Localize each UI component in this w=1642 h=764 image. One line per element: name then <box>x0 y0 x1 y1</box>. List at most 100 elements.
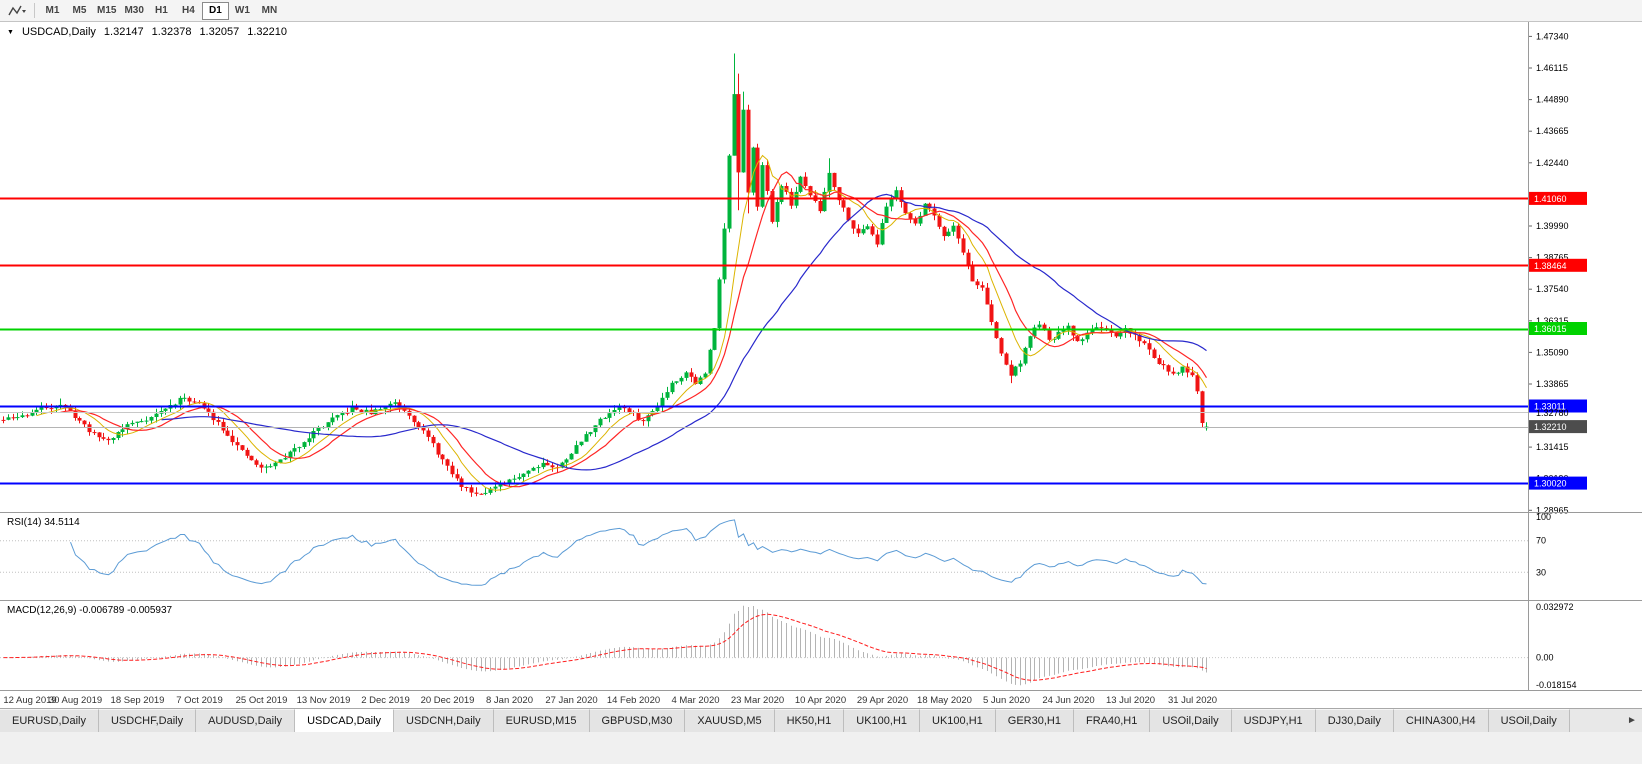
svg-text:30: 30 <box>1536 567 1546 577</box>
tab-scroll-right-icon[interactable]: ► <box>1624 714 1640 728</box>
period-button-mn[interactable]: MN <box>256 2 283 20</box>
svg-text:1.47340: 1.47340 <box>1536 31 1569 41</box>
period-button-m30[interactable]: M30 <box>120 2 147 20</box>
svg-text:1.30020: 1.30020 <box>1534 479 1567 489</box>
svg-text:100: 100 <box>1536 512 1551 522</box>
svg-text:70: 70 <box>1536 536 1546 546</box>
svg-text:1.36015: 1.36015 <box>1534 324 1567 334</box>
candles <box>1 53 1209 497</box>
svg-text:1.41060: 1.41060 <box>1534 194 1567 204</box>
svg-text:1.32780: 1.32780 <box>1536 408 1569 418</box>
svg-text:1.38464: 1.38464 <box>1534 261 1567 271</box>
chart-title: ▼ USDCAD,Daily 1.32147 1.32378 1.32057 1… <box>7 26 287 38</box>
chart-tab-ger30-h1[interactable]: GER30,H1 <box>995 709 1074 732</box>
svg-text:12 Aug 2019: 12 Aug 2019 <box>3 695 56 706</box>
rsi-label: RSI(14) 34.5114 <box>7 517 80 528</box>
chart-tab-usdjpy-h1[interactable]: USDJPY,H1 <box>1231 709 1316 732</box>
period-button-m15[interactable]: M15 <box>93 2 120 20</box>
macd-signal-line <box>3 613 1207 681</box>
chart-tab-usdcad-daily[interactable]: USDCAD,Daily <box>295 709 395 732</box>
chart-tab-usoil-daily[interactable]: USOil,Daily <box>1488 709 1570 732</box>
ohlc-high: 1.32378 <box>151 26 192 38</box>
macd-histogram <box>8 605 1207 686</box>
ohlc-low: 1.32057 <box>199 26 240 38</box>
timeframe-toolbar: M1 M5 M15 M30 H1 H4 D1 W1 MN <box>0 0 1642 22</box>
chart-window[interactable]: 1.47340 1.46115 1.44890 1.43665 1.42440 1.399… <box>0 22 1642 708</box>
chart-tab-fra40-h1[interactable]: FRA40,H1 <box>1073 709 1151 732</box>
svg-text:8 Jan 2020: 8 Jan 2020 <box>486 695 533 706</box>
svg-text:2 Dec 2019: 2 Dec 2019 <box>361 695 410 706</box>
svg-text:1.46115: 1.46115 <box>1536 63 1568 73</box>
svg-text:18 May 2020: 18 May 2020 <box>917 695 972 706</box>
svg-text:24 Jun 2020: 24 Jun 2020 <box>1042 695 1094 706</box>
period-button-m5[interactable]: M5 <box>66 2 93 20</box>
svg-text:1.33011: 1.33011 <box>1534 402 1566 412</box>
chart-tab-usdchf-daily[interactable]: USDCHF,Daily <box>98 709 197 732</box>
line-chart-icon <box>8 5 26 15</box>
svg-text:1.28965: 1.28965 <box>1536 505 1569 515</box>
period-button-d1[interactable]: D1 <box>201 1 229 20</box>
svg-text:0.00: 0.00 <box>1536 653 1554 663</box>
svg-text:1.31415: 1.31415 <box>1536 442 1569 452</box>
ohlc-open: 1.32147 <box>103 26 144 38</box>
chart-tab-xauusd-m5[interactable]: XAUUSD,M5 <box>685 709 775 732</box>
svg-text:30 Aug 2019: 30 Aug 2019 <box>49 695 102 706</box>
svg-text:-0.018154: -0.018154 <box>1536 680 1577 690</box>
macd-label: MACD(12,26,9) -0.006789 -0.005937 <box>7 605 173 616</box>
svg-text:1.42440: 1.42440 <box>1536 158 1569 168</box>
svg-text:18 Sep 2019: 18 Sep 2019 <box>111 695 165 706</box>
chart-tab-gbpusd-m30[interactable]: GBPUSD,M30 <box>589 709 686 732</box>
chart-tab-uk100-h1[interactable]: UK100,H1 <box>920 709 996 732</box>
svg-text:1.38765: 1.38765 <box>1536 253 1569 263</box>
chart-canvas[interactable]: 1.47340 1.46115 1.44890 1.43665 1.42440 1.399… <box>0 22 1642 708</box>
chart-tab-dj30-daily[interactable]: DJ30,Daily <box>1315 709 1394 732</box>
svg-text:25 Oct 2019: 25 Oct 2019 <box>236 695 288 706</box>
svg-text:4 Mar 2020: 4 Mar 2020 <box>671 695 719 706</box>
ma-line-8 <box>36 154 1207 491</box>
svg-text:1.43665: 1.43665 <box>1536 126 1569 136</box>
svg-text:27 Jan 2020: 27 Jan 2020 <box>545 695 597 706</box>
period-button-w1[interactable]: W1 <box>229 2 256 20</box>
ohlc-close: 1.32210 <box>247 26 287 38</box>
chart-tab-audusd-daily[interactable]: AUDUSD,Daily <box>196 709 296 732</box>
chart-tab-uk100-h1[interactable]: UK100,H1 <box>844 709 921 732</box>
svg-text:31 Jul 2020: 31 Jul 2020 <box>1168 695 1217 706</box>
svg-text:10 Apr 2020: 10 Apr 2020 <box>795 695 846 706</box>
svg-text:1.33865: 1.33865 <box>1536 379 1569 389</box>
svg-text:1.35090: 1.35090 <box>1536 347 1569 357</box>
status-strip <box>0 732 1642 764</box>
price-scale: 1.47340 1.46115 1.44890 1.43665 1.42440 1.399… <box>1528 31 1587 690</box>
chart-tab-eurusd-m15[interactable]: EURUSD,M15 <box>493 709 590 732</box>
svg-text:1.39990: 1.39990 <box>1536 221 1569 231</box>
svg-text:14 Feb 2020: 14 Feb 2020 <box>607 695 660 706</box>
period-buttons: M1 M5 M15 M30 H1 H4 D1 W1 MN <box>39 1 283 20</box>
triangle-down-icon: ▼ <box>7 28 14 36</box>
svg-text:29 Apr 2020: 29 Apr 2020 <box>857 695 908 706</box>
svg-text:13 Nov 2019: 13 Nov 2019 <box>297 695 351 706</box>
svg-text:0.032972: 0.032972 <box>1536 602 1574 612</box>
period-button-h1[interactable]: H1 <box>148 2 175 20</box>
svg-text:13 Jul 2020: 13 Jul 2020 <box>1106 695 1155 706</box>
svg-text:5 Jun 2020: 5 Jun 2020 <box>983 695 1030 706</box>
chart-tab-eurusd-daily[interactable]: EURUSD,Daily <box>0 709 99 732</box>
svg-text:20 Dec 2019: 20 Dec 2019 <box>421 695 475 706</box>
svg-text:1.44890: 1.44890 <box>1536 95 1569 105</box>
chart-symbol-timeframe: USDCAD,Daily <box>21 26 96 38</box>
svg-text:1.32210: 1.32210 <box>1534 422 1567 432</box>
chart-tab-usoil-daily[interactable]: USOil,Daily <box>1150 709 1232 732</box>
period-button-m1[interactable]: M1 <box>39 2 66 20</box>
horizontal-level-lines[interactable] <box>0 197 1528 485</box>
chart-tab-hk50-h1[interactable]: HK50,H1 <box>774 709 845 732</box>
svg-text:1.37540: 1.37540 <box>1536 284 1569 294</box>
chart-type-button[interactable] <box>4 2 30 20</box>
chart-tab-usdcnh-daily[interactable]: USDCNH,Daily <box>394 709 494 732</box>
svg-text:23 Mar 2020: 23 Mar 2020 <box>731 695 784 706</box>
rsi-line <box>70 519 1207 586</box>
ma-line-13 <box>60 171 1208 488</box>
svg-text:1.36315: 1.36315 <box>1536 316 1569 326</box>
chart-tabs: EURUSD,Daily USDCHF,Daily AUDUSD,Daily USDC… <box>0 708 1642 732</box>
period-button-h4[interactable]: H4 <box>175 2 202 20</box>
toolbar-separator <box>34 3 35 18</box>
chart-tab-china300-h4[interactable]: CHINA300,H4 <box>1393 709 1489 732</box>
